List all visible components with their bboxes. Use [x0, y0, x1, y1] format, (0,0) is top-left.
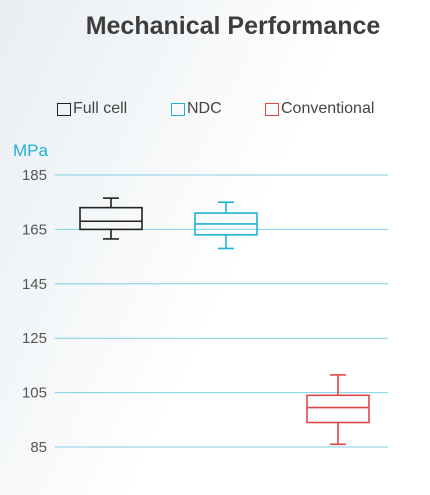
y-tick-label: 185	[22, 167, 47, 184]
legend-item-full-cell: Full cell	[57, 100, 127, 118]
y-tick-label: 165	[22, 221, 47, 238]
y-tick-label: 125	[22, 330, 47, 347]
legend-swatch-conventional	[265, 102, 279, 116]
box-full-cell	[79, 206, 143, 231]
legend-label-full-cell: Full cell	[73, 100, 128, 117]
chart-title: Mechanical Performance	[85, 12, 381, 40]
legend-item-conventional: Conventional	[265, 100, 374, 118]
legend: Full cell NDC Conventional	[0, 100, 430, 120]
y-axis-label: MPa	[13, 141, 49, 160]
legend-label-ndc: NDC	[187, 100, 222, 117]
y-tick-label: 105	[22, 385, 47, 402]
legend-swatch-ndc	[171, 102, 185, 116]
legend-label-conventional: Conventional	[281, 100, 375, 117]
legend-item-ndc: NDC	[171, 100, 222, 118]
box-conventional	[306, 394, 370, 424]
legend-swatch-full-cell	[57, 102, 71, 116]
y-tick-label: 145	[22, 276, 47, 293]
y-tick-label: 85	[30, 439, 47, 456]
